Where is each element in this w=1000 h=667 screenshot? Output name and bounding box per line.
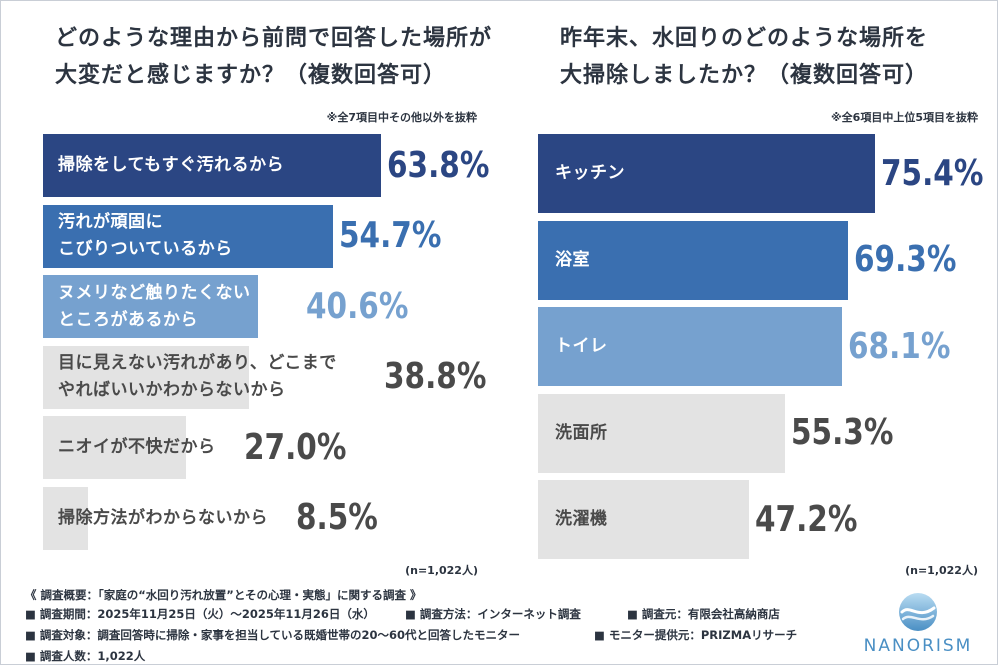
category-label: 掃除をしてもすぐ汚れるから [58, 155, 285, 175]
category-label: 汚れが頑固に こびりついているから [58, 212, 233, 259]
bar-5 [43, 416, 186, 479]
category-label: 洗濯機 [555, 509, 608, 529]
right-chart: 昨年末、水回りのどのような場所を 大掃除しましたか？（複数回答可） ※全6項目中… [500, 0, 1000, 585]
sample-size-label: (n=1,022人) [905, 564, 978, 577]
value-label: 47.2% [755, 498, 858, 540]
value-label: 38.8% [384, 356, 487, 397]
survey-period: ■ 調査期間：2025年11月25日（火）～2025年11月26日（水） [25, 607, 375, 621]
survey-source: ■ 調査元：有限会社高納商店 [627, 607, 780, 621]
value-label: 68.1% [848, 325, 951, 367]
survey-target: ■ 調査対象：調査回答時に掃除・家事を担当している既婚世帯の20～60代と回答し… [25, 628, 521, 642]
category-label: トイレ [555, 336, 608, 356]
survey-count: ■ 調査人数：1,022人 [25, 649, 146, 663]
bar-1 [43, 134, 381, 197]
brand-logo: NANORISM [858, 592, 978, 658]
bar-4 [538, 393, 785, 473]
category-label: 洗面所 [555, 422, 608, 443]
chart-note: ※全7項目中その他以外を抜粋 [326, 111, 477, 124]
value-label: 8.5% [296, 497, 378, 538]
brand-logo-text: NANORISM [863, 636, 973, 656]
left-chart: どのような理由から前問で回答した場所が 大変だと感じますか？（複数回答可） ※全… [0, 0, 500, 585]
water-drop-icon [899, 593, 937, 631]
value-label: 54.7% [339, 215, 442, 256]
bar-4 [43, 345, 249, 409]
value-label: 40.6% [306, 285, 409, 327]
bar-6 [43, 486, 88, 550]
bar-3 [43, 275, 258, 338]
bar-3 [538, 307, 842, 386]
category-label: 掃除方法がわからないから [58, 507, 268, 528]
value-label: 27.0% [244, 426, 347, 468]
bar-2 [538, 220, 848, 300]
category-label: ヌメリなど触りたくない ところがあるから [58, 282, 251, 330]
category-label: キッチン [555, 163, 625, 183]
bar-2 [43, 204, 333, 268]
bar-5 [538, 480, 749, 559]
survey-provider: ■ モニター提供元：PRIZMAリサーチ [594, 628, 798, 642]
chart-title: どのような理由から前問で回答した場所が 大変だと感じますか？（複数回答可） [55, 26, 493, 88]
chart-note: ※全6項目中上位5項目を抜粋 [830, 111, 978, 124]
chart-title: 昨年末、水回りのどのような場所を 大掃除しましたか？（複数回答可） [560, 26, 929, 88]
value-label: 75.4% [881, 152, 984, 194]
value-label: 69.3% [854, 239, 957, 280]
value-label: 55.3% [791, 412, 894, 453]
category-label: 目に見えない汚れがあり、どこまで やればいいかわからないから [58, 353, 337, 400]
bar-1 [538, 134, 875, 213]
sample-size-label: (n=1,022人) [405, 564, 478, 577]
category-label: 浴室 [555, 249, 590, 270]
survey-method: ■ 調査方法：インターネット調査 [405, 607, 581, 621]
category-label: ニオイが不快だから [58, 437, 216, 457]
value-label: 63.8% [387, 144, 490, 186]
survey-overview-title: 《 調査概要：「家庭の“水回り汚れ放置”とその心理・実態」に関する調査 》 [25, 588, 422, 602]
